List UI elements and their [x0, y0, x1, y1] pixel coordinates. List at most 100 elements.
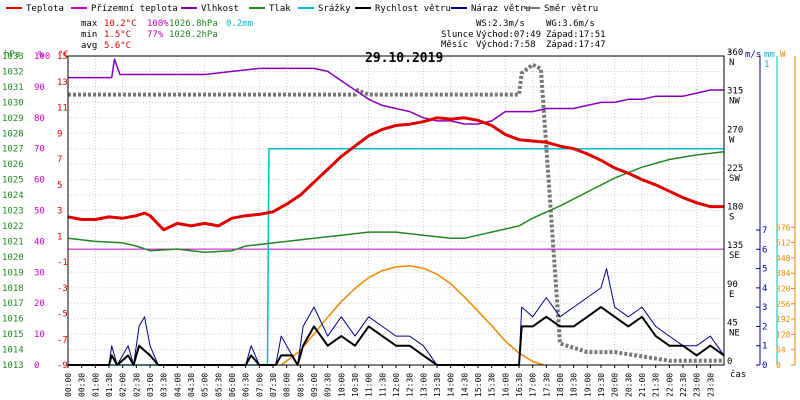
- series-n-raz-v-tru: [68, 268, 725, 366]
- direction-tick: 180: [727, 203, 743, 213]
- pressure-tick: 1021: [2, 237, 24, 247]
- x-tick-label: 20:30: [624, 373, 633, 397]
- stat-max-temp: 10.2°C: [104, 19, 137, 29]
- x-tick-label: 00:30: [78, 373, 87, 397]
- moon-rise: Východ:7:58: [476, 40, 536, 50]
- solar-tick: 448: [776, 254, 791, 263]
- stats-block: max 10.2°C 100% 1026.8hPa 0.2mm min 1.5°…: [81, 19, 253, 51]
- pressure-tick: 1033: [2, 52, 24, 62]
- stat-avg-label: avg: [81, 41, 97, 51]
- unit-ms: m/s: [745, 50, 761, 60]
- x-tick-label: 15:00: [474, 373, 483, 397]
- x-tick-label: 03:30: [160, 373, 169, 397]
- speed-tick: 2: [762, 322, 767, 332]
- humidity-tick: 0: [34, 361, 39, 371]
- speed-tick: 1: [762, 342, 767, 352]
- series-teplota: [67, 116, 724, 232]
- temperature-tick: 15: [57, 52, 68, 62]
- temperature-tick: 13: [57, 78, 68, 88]
- direction-tick: 360: [727, 48, 743, 58]
- x-tick-label: 01:00: [91, 373, 100, 397]
- unit-hpa: hPa: [4, 50, 20, 60]
- x-tick-label: 02:00: [119, 373, 128, 397]
- stat-min-hum: 77%: [147, 30, 164, 40]
- stat-max-label: max: [81, 19, 98, 29]
- series-slune-n-z-en-: [280, 265, 544, 366]
- x-tick-label: 15:30: [488, 373, 497, 397]
- speed-tick: 4: [762, 284, 767, 294]
- humidity-tick: 90: [34, 83, 45, 93]
- pressure-tick: 1031: [2, 83, 24, 93]
- temperature-tick: 9: [57, 129, 62, 139]
- speed-tick: 5: [762, 265, 767, 275]
- legend-label-ground-temp: Přízemní teplota: [91, 4, 178, 14]
- solar-tick: 320: [776, 285, 791, 294]
- unit-temp: °C: [58, 50, 69, 60]
- direction-tick: 315: [727, 87, 743, 97]
- pressure-tick: 1016: [2, 315, 24, 325]
- temperature-tick: -5: [57, 310, 68, 320]
- x-tick-label: 12:00: [392, 373, 401, 397]
- legend: Teplota Přízemní teplota Vlhkost Tlak Sr…: [6, 4, 598, 14]
- x-tick-label: 10:00: [337, 373, 346, 397]
- sun-set: Západ:17:51: [546, 30, 606, 40]
- legend-label-wind-gust: Náraz větru: [471, 4, 531, 14]
- humidity-tick: 70: [34, 145, 45, 155]
- direction-tick: 0: [727, 357, 732, 367]
- moon-label: Měsíc: [441, 40, 468, 50]
- x-tick-label: 16:30: [515, 373, 524, 397]
- legend-label-pressure: Tlak: [269, 4, 291, 14]
- pressure-tick: 1032: [2, 67, 24, 77]
- x-tick-label: 23:30: [706, 373, 715, 397]
- temperature-tick: 5: [57, 181, 62, 191]
- direction-tick: 135: [727, 241, 743, 251]
- direction-tick: 45: [727, 318, 738, 328]
- pressure-tick: 1022: [2, 222, 24, 232]
- x-tick-label: 14:00: [447, 373, 456, 397]
- x-tick-label: 14:30: [460, 373, 469, 397]
- axis-units: hPa % °C ° m/s mm W: [4, 50, 786, 60]
- pressure-tick: 1024: [2, 191, 24, 201]
- pressure-tick: 1019: [2, 268, 24, 278]
- pressure-tick: 1029: [2, 114, 24, 124]
- x-tick-label: 23:00: [693, 373, 702, 397]
- humidity-tick: 20: [34, 299, 45, 309]
- pressure-tick: 1014: [2, 346, 24, 356]
- temperature-tick: -9: [57, 361, 68, 371]
- solar-tick: 192: [776, 315, 791, 324]
- humidity-tick: 80: [34, 114, 45, 124]
- direction-label: SW: [729, 174, 740, 184]
- x-tick-label: 19:00: [583, 373, 592, 397]
- speed-tick: 6: [762, 245, 767, 255]
- x-tick-label: 17:30: [542, 373, 551, 397]
- moon-set: Západ:17:47: [546, 40, 606, 50]
- humidity-tick: 30: [34, 268, 45, 278]
- x-tick-label: 05:00: [201, 373, 210, 397]
- humidity-tick: 40: [34, 237, 45, 247]
- x-tick-label: 20:00: [611, 373, 620, 397]
- x-tick-label: 11:00: [365, 373, 374, 397]
- sun-rise: Východ:07:49: [476, 30, 541, 40]
- unit-pct: %: [38, 50, 44, 60]
- x-tick-label: 09:00: [310, 373, 319, 397]
- x-tick-label: 22:30: [679, 373, 688, 397]
- speed-tick: 3: [762, 303, 767, 313]
- x-tick-label: 08:30: [296, 373, 305, 397]
- solar-tick: 128: [776, 330, 791, 339]
- x-tick-label: 07:00: [255, 373, 264, 397]
- astro-info: WS:2.3m/s WG:3.6m/s Slunce Východ:07:49 …: [441, 19, 606, 50]
- unit-mm: mm: [764, 50, 775, 60]
- x-tick-label: 16:00: [501, 373, 510, 397]
- series-tlak: [67, 151, 725, 253]
- direction-label: NE: [729, 328, 740, 338]
- legend-label-rain: Srážky: [318, 4, 351, 14]
- stat-min-press: 1020.2hPa: [169, 30, 218, 40]
- solar-tick: 64: [776, 346, 786, 355]
- x-tick-label: 07:30: [269, 373, 278, 397]
- unit-w: W: [780, 50, 786, 60]
- wind-gust-info: WG:3.6m/s: [546, 19, 595, 29]
- temperature-tick: 7: [57, 155, 62, 165]
- direction-label: NW: [729, 97, 740, 107]
